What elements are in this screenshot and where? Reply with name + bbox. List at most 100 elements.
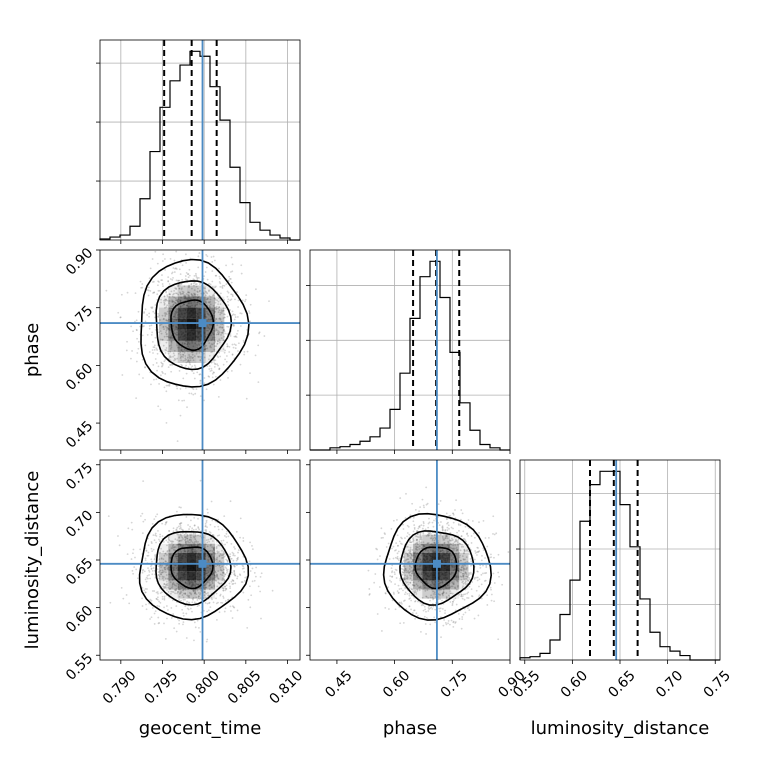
sample-point	[194, 283, 197, 286]
sample-point	[193, 536, 196, 539]
sample-point	[159, 573, 162, 576]
sample-point	[213, 336, 216, 339]
sample-point	[194, 538, 197, 541]
sample-point	[176, 357, 179, 360]
sample-point	[178, 588, 181, 591]
sample-point	[196, 296, 199, 299]
sample-point	[221, 549, 223, 552]
sample-point	[172, 303, 175, 306]
sample-point	[174, 553, 177, 556]
sample-point	[442, 591, 445, 593]
sample-point	[205, 298, 208, 301]
sample-point	[457, 560, 460, 562]
sample-point	[135, 360, 138, 363]
sample-point	[190, 593, 193, 596]
sample-point	[164, 258, 166, 260]
sample-point	[214, 301, 217, 304]
sample-point	[160, 301, 162, 304]
sample-point	[173, 292, 175, 295]
sample-point	[179, 283, 182, 286]
sample-point	[410, 556, 412, 558]
sample-point	[424, 608, 427, 611]
sample-point	[462, 613, 465, 616]
sample-point	[478, 550, 481, 552]
density-bin	[413, 543, 423, 553]
sample-point	[236, 291, 238, 293]
sample-point	[222, 307, 225, 310]
sample-point	[206, 526, 208, 529]
sample-point	[188, 284, 190, 287]
sample-point	[408, 568, 411, 570]
sample-point	[192, 295, 195, 297]
sample-point	[166, 304, 169, 307]
sample-point	[224, 600, 227, 602]
sample-point	[193, 542, 196, 545]
sample-point	[215, 318, 217, 321]
sample-point	[142, 520, 145, 523]
contour-1	[155, 280, 233, 371]
sample-point	[227, 535, 230, 538]
sample-point	[424, 528, 427, 531]
sample-point	[231, 617, 234, 619]
sample-point	[176, 592, 178, 595]
sample-point	[182, 588, 185, 591]
sample-point	[421, 596, 424, 599]
sample-point	[189, 534, 192, 537]
sample-point	[413, 609, 415, 612]
sample-point	[203, 382, 206, 385]
sample-point	[209, 298, 212, 301]
density-bin	[187, 285, 197, 297]
x-axis-label-geocent_time: geocent_time	[139, 718, 262, 739]
sample-point	[213, 311, 216, 314]
sample-point	[177, 399, 180, 402]
density-bin	[159, 329, 169, 341]
sample-point	[194, 532, 197, 535]
sample-point	[206, 554, 209, 557]
sample-point	[406, 524, 409, 527]
sample-point	[204, 347, 207, 350]
sample-point	[408, 541, 411, 544]
sample-point	[408, 605, 411, 608]
sample-point	[172, 613, 175, 615]
sample-point	[368, 588, 371, 590]
sample-point	[168, 283, 171, 285]
sample-point	[395, 569, 398, 572]
sample-point	[229, 309, 232, 311]
density-bin	[215, 552, 225, 563]
sample-point	[229, 271, 232, 273]
sample-point	[456, 579, 458, 582]
sample-point	[157, 616, 160, 619]
sample-point	[197, 517, 199, 520]
sample-point	[163, 295, 166, 298]
sample-point	[214, 298, 217, 301]
sample-point	[169, 309, 172, 312]
sample-point	[232, 559, 235, 562]
sample-point	[189, 363, 191, 366]
density-bin	[177, 571, 187, 581]
sample-point	[173, 259, 176, 262]
sample-point	[165, 522, 167, 524]
sample-point	[401, 537, 403, 540]
sample-point	[194, 591, 197, 594]
sample-point	[460, 568, 463, 571]
sample-point	[178, 346, 180, 349]
sample-point	[422, 520, 425, 523]
sample-point	[141, 334, 144, 337]
sample-point	[236, 577, 239, 580]
sample-point	[384, 592, 387, 594]
sample-point	[216, 551, 219, 554]
sample-point	[248, 560, 251, 563]
sample-point	[165, 521, 167, 524]
sample-point	[208, 307, 211, 309]
panel-background	[100, 40, 300, 240]
sample-point	[490, 556, 493, 559]
sample-point	[426, 582, 429, 585]
sample-point	[163, 570, 165, 573]
sample-point	[466, 567, 468, 569]
sample-point	[234, 574, 237, 577]
sample-point	[428, 521, 431, 524]
sample-point	[254, 354, 257, 357]
sample-point	[419, 585, 422, 588]
sample-point	[224, 587, 227, 590]
sample-point	[158, 577, 160, 580]
